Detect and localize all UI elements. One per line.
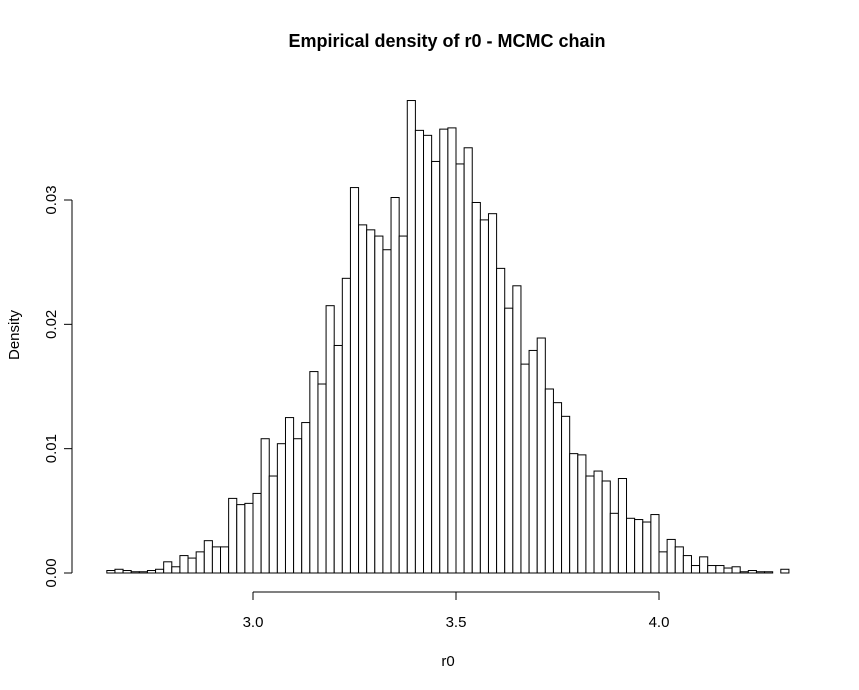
histogram-bar [447, 127, 457, 574]
histogram-bar [634, 519, 644, 574]
histogram-bar [236, 504, 246, 574]
histogram-bar [366, 229, 376, 574]
histogram-bar [114, 568, 124, 574]
histogram-bar [276, 443, 286, 574]
histogram-bar [122, 570, 132, 574]
histogram-bar [203, 540, 213, 574]
histogram-bar [252, 492, 262, 574]
histogram-bar [195, 551, 205, 574]
histogram-bar [755, 571, 766, 574]
x-tick-label: 3.5 [446, 614, 467, 631]
histogram-bar [333, 344, 343, 574]
histogram-bar [731, 566, 741, 574]
y-tick-label: 0.00 [43, 558, 60, 587]
histogram-bar [325, 305, 335, 574]
histogram-bar [130, 571, 140, 574]
x-tick-label: 3.0 [243, 614, 264, 631]
histogram-bar [666, 538, 676, 574]
histogram-bar [179, 555, 189, 574]
histogram-bar [544, 388, 554, 574]
y-tick-label: 0.03 [43, 185, 60, 214]
histogram-bar [723, 567, 733, 574]
histogram-bar [690, 565, 701, 574]
histogram-bar [260, 438, 270, 574]
histogram-bar [577, 454, 587, 574]
y-axis-label: Density [6, 309, 23, 360]
histogram-bar [398, 235, 408, 574]
histogram-bar [650, 514, 660, 574]
histogram-bar [536, 337, 546, 574]
histogram-bar [528, 349, 538, 574]
histogram-bar [674, 546, 684, 574]
histogram-bar [211, 546, 222, 574]
histogram-bar [244, 502, 254, 574]
histogram-bar [106, 570, 116, 574]
histogram-bar [487, 213, 498, 574]
histogram-bar [504, 307, 514, 574]
histogram-bar [439, 128, 449, 574]
histogram-bar [715, 565, 725, 574]
histogram-bar [569, 453, 579, 574]
histogram-bar [682, 555, 692, 574]
y-tick-label: 0.01 [43, 434, 60, 463]
histogram-bar [309, 371, 319, 574]
histogram-bar [268, 475, 278, 574]
histogram-bar [406, 100, 416, 574]
histogram-bar [561, 415, 571, 574]
histogram-bar [414, 129, 425, 574]
histogram-bar [349, 187, 360, 574]
histogram-bar [341, 277, 351, 574]
histogram-bar [171, 566, 181, 574]
histogram-bar [609, 512, 619, 574]
x-axis-label: r0 [441, 653, 454, 670]
histogram-bar [317, 383, 327, 574]
histogram-bar [642, 521, 652, 574]
histogram-bar [220, 546, 230, 574]
histogram-bar [390, 197, 400, 574]
histogram-bar [455, 163, 465, 574]
histogram-bar [163, 561, 173, 574]
histogram-bars [106, 100, 790, 574]
histogram-bar [146, 570, 157, 574]
histogram-bar [374, 235, 384, 574]
histogram-bar [658, 551, 668, 574]
x-tick-label: 4.0 [649, 614, 670, 631]
histogram-bar [585, 475, 595, 574]
histogram-bar [293, 438, 303, 574]
histogram-bar [617, 478, 628, 574]
y-tick-label: 0.02 [43, 310, 60, 339]
histogram-bar [358, 224, 368, 574]
histogram-bar [423, 134, 433, 574]
histogram-bar [138, 571, 148, 574]
chart-title: Empirical density of r0 - MCMC chain [288, 31, 605, 51]
histogram-bar [479, 219, 489, 574]
histogram-bar [228, 497, 238, 574]
y-axis: 0.00 0.01 0.02 0.03 [43, 185, 73, 588]
histogram-bar [601, 480, 611, 574]
histogram-bar [780, 568, 790, 574]
histogram-bar [496, 267, 506, 574]
histogram-bar [626, 517, 636, 574]
histogram-bar [747, 570, 757, 574]
histogram-bar [764, 571, 774, 574]
histogram-bar [520, 363, 530, 574]
histogram-bar [382, 249, 392, 574]
histogram-bar [593, 470, 603, 574]
histogram-bar [739, 571, 749, 574]
histogram-bar [431, 160, 441, 574]
histogram-bar [512, 285, 522, 574]
histogram-bar [463, 147, 473, 574]
histogram-bar [552, 402, 563, 574]
histogram-bar [155, 568, 165, 574]
histogram-bar [471, 201, 481, 574]
histogram-bar [699, 556, 709, 574]
x-axis: 3.0 3.5 4.0 [243, 591, 670, 631]
histogram-bar [284, 417, 295, 574]
histogram-bar [707, 565, 717, 574]
histogram-bar [187, 557, 197, 574]
histogram-bar [301, 422, 311, 574]
